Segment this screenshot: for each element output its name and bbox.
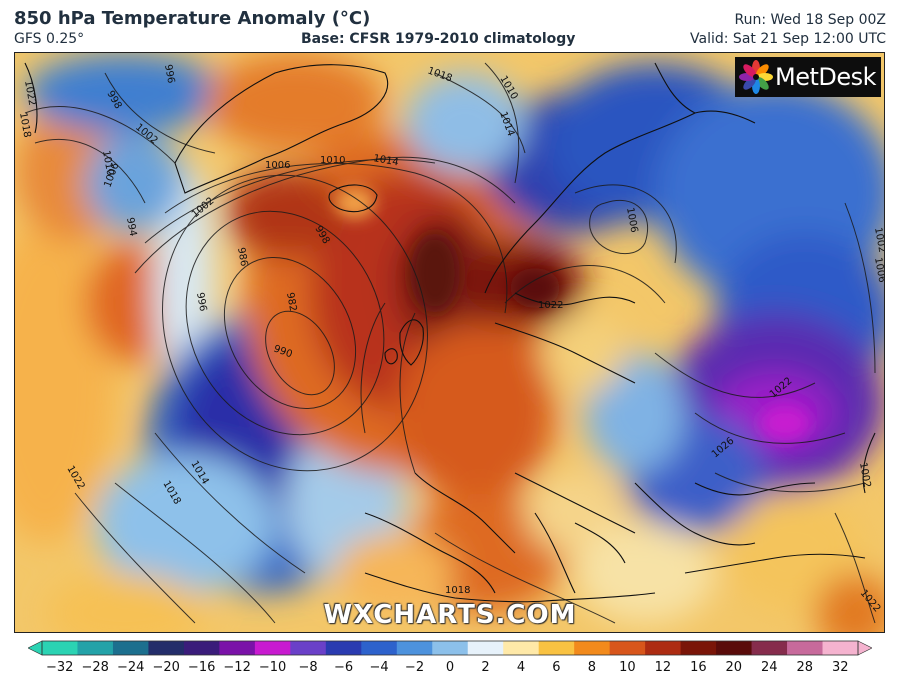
isobar-label: 1018 — [17, 112, 32, 139]
anomaly-detail — [335, 188, 810, 441]
colorbar-tick-label: 6 — [552, 660, 561, 675]
isobar-label: 996 — [162, 64, 176, 85]
colorbar-segment — [574, 641, 611, 655]
colorbar-tick-label: −20 — [152, 660, 180, 675]
chart-header: 850 hPa Temperature Anomaly (°C) GFS 0.2… — [0, 0, 900, 52]
anomaly-map: 1022 1018 998 996 1002 1010 1006 1002 10… — [14, 52, 885, 633]
colorbar-tick-label: −2 — [404, 660, 425, 675]
colorbar-segment — [42, 641, 78, 655]
colorbar-labels: −32 −28 −24 −20 −16 −12 −10 −8 −6 −4 −2 0 2 4 6 8 10 12 16… — [0, 660, 900, 680]
colorbar-segment — [751, 641, 788, 655]
isobar-label: 1018 — [445, 585, 470, 596]
isobar-label: 994 — [124, 217, 138, 238]
colorbar-segment — [538, 641, 575, 655]
colorbar-segment — [787, 641, 824, 655]
colorbar-segment — [77, 641, 114, 655]
isobar-label: 1006 — [872, 257, 885, 284]
climatology-base: Base: CFSR 1979-2010 climatology — [301, 31, 576, 47]
colorbar-tick-label: −6 — [333, 660, 354, 675]
colorbar-tick-label: 4 — [516, 660, 526, 675]
isobar-lines — [24, 62, 876, 624]
colorbar-segment — [822, 641, 859, 655]
colorbar-segment — [432, 641, 469, 655]
isobar-label: 1002 — [872, 227, 885, 254]
colorbar-segment — [467, 641, 504, 655]
isobar-label: 1006 — [265, 160, 290, 171]
colorbar-tick-label: −10 — [258, 660, 287, 675]
colorbar-tick-label: −4 — [369, 660, 389, 675]
colorbar-tick-label: 16 — [690, 660, 707, 675]
colorbar-segment — [325, 641, 362, 655]
isobar-label: 1014 — [372, 153, 399, 168]
colorbar-segment — [645, 641, 682, 655]
anomaly-shading — [15, 53, 884, 632]
isobar-label: 1010 — [320, 155, 345, 166]
colorbar-tick-label: −28 — [81, 660, 109, 675]
colorbar-tick-label: −24 — [116, 660, 145, 675]
colorbar-segment — [290, 641, 327, 655]
colorbar-segment — [680, 641, 717, 655]
colorbar-segment — [503, 641, 540, 655]
colorbar-segment — [396, 641, 433, 655]
isobar-label: 996 — [194, 292, 208, 313]
metdesk-logo-text: MetDesk — [775, 63, 877, 91]
colorbar-tick-label: 10 — [619, 660, 636, 675]
colorbar-tick-label: 12 — [654, 660, 672, 675]
colorbar-segment — [361, 641, 398, 655]
isobar-label: 986 — [235, 247, 249, 268]
colorbar-tick-label: 20 — [725, 660, 743, 675]
colorbar-tick-label: −12 — [223, 660, 251, 675]
chart-title: 850 hPa Temperature Anomaly (°C) — [14, 8, 371, 29]
colorbar-tick-label: 8 — [587, 660, 597, 675]
isobar-label: 1022 — [22, 80, 37, 107]
colorbar-tick-label: −8 — [298, 660, 318, 675]
isobar-label: 1022 — [538, 300, 563, 311]
colorbar-tick-label: 32 — [831, 660, 849, 675]
isobar-label: 1006 — [624, 207, 639, 234]
metdesk-logo: MetDesk — [735, 57, 881, 97]
model-name: GFS 0.25° — [14, 31, 85, 47]
colorbar-segment — [609, 641, 646, 655]
colorbar-segment — [148, 641, 185, 655]
colorbar-tick-label: 2 — [481, 660, 490, 675]
colorbar-tick-label: 0 — [445, 660, 455, 675]
anomaly-field: 1022 1018 998 996 1002 1010 1006 1002 10… — [15, 53, 885, 632]
colorbar-tick-label: −16 — [187, 660, 216, 675]
colorbar-segment — [183, 641, 220, 655]
colorbar-segment — [254, 641, 291, 655]
colorbar-segment — [219, 641, 256, 655]
wxcharts-watermark: WXCHARTS.COM — [323, 600, 577, 630]
colorbar-segment — [112, 641, 149, 655]
colorbar-segment — [716, 641, 753, 655]
isobar-label: 1010 — [100, 150, 115, 177]
run-time: Run: Wed 18 Sep 00Z — [734, 12, 887, 28]
colorbar-tick-label: 24 — [761, 660, 778, 675]
metdesk-flower-logo-icon — [739, 60, 773, 94]
coastlines — [24, 62, 876, 603]
isobar-label: 982 — [284, 292, 298, 313]
colorbar — [28, 640, 872, 656]
valid-time: Valid: Sat 21 Sep 12:00 UTC — [690, 31, 886, 47]
colorbar-tick-label: −32 — [46, 660, 74, 675]
colorbar-tick-label: 28 — [796, 660, 814, 675]
isobar-label: 1002 — [857, 462, 872, 489]
